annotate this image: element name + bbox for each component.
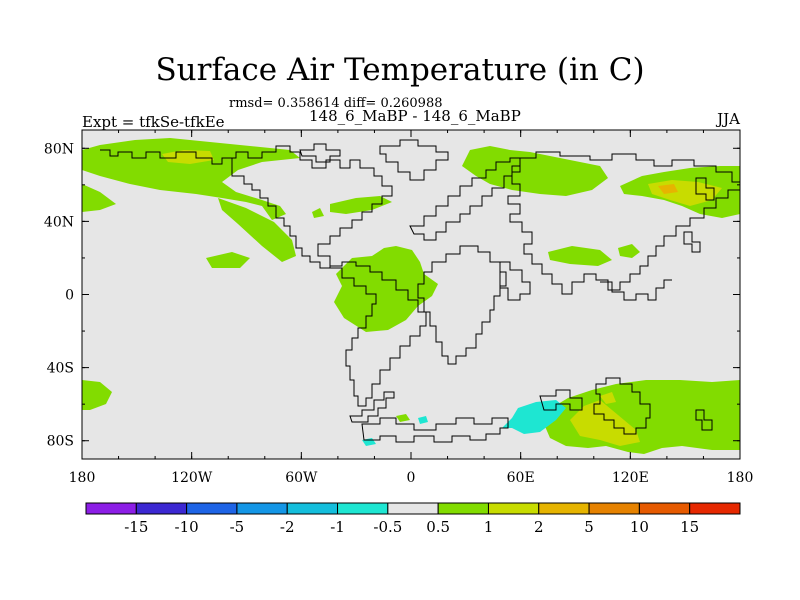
x-tick-label: 180 <box>69 470 96 486</box>
colorbar-label: 0.5 <box>426 518 450 536</box>
experiment-subtitle: 148_6_MaBP - 148_6_MaBP <box>309 107 521 125</box>
coastline-antarctic-peninsula <box>349 391 395 423</box>
y-tick-label: 40S <box>47 361 74 377</box>
coastline-antarctica <box>361 417 509 443</box>
colorbar-label: -10 <box>175 518 199 536</box>
x-tick-label: 60E <box>507 470 535 486</box>
colorbar-swatch <box>85 502 137 515</box>
x-tick-label: 60W <box>285 470 318 486</box>
coastline-australia <box>593 377 651 435</box>
x-tick-label: 120E <box>612 470 649 486</box>
colorbar-swatch <box>186 502 238 515</box>
colorbar-swatch <box>437 502 489 515</box>
colorbar-swatch <box>538 502 590 515</box>
anomaly-region-west-edge <box>82 184 116 212</box>
colorbar-swatch <box>689 502 741 515</box>
map-title: Surface Air Temperature (in C) <box>155 52 645 88</box>
cold-region-antarctic <box>502 400 566 434</box>
colorbar-label: 2 <box>534 518 544 536</box>
colorbar-label: -2 <box>280 518 295 536</box>
coastline-new-zealand <box>695 409 713 431</box>
coastline-arctic-islands <box>299 143 341 163</box>
coastline-southeast-asia <box>600 279 672 301</box>
colorbar-label: -5 <box>230 518 245 536</box>
anomaly-region-pacific-tongue <box>218 198 296 262</box>
colorbar-swatch <box>638 502 691 515</box>
coastline-arabia <box>499 261 531 301</box>
anomaly-region-central-asia <box>548 246 612 266</box>
cold-region-antarctic-patch <box>418 416 428 424</box>
anomaly-region-antarctic-patch <box>396 414 410 422</box>
coastline-asia <box>507 151 740 295</box>
coastline-south-america <box>330 261 427 407</box>
y-tick-label: 0 <box>65 288 74 304</box>
anomaly-region-north-atlantic <box>330 196 392 214</box>
season-label: JJA <box>717 110 740 128</box>
anomaly-region-east-pacific-patch <box>206 252 250 268</box>
colorbar-swatch <box>286 502 339 515</box>
y-tick-label: 40N <box>44 214 74 230</box>
x-axis: 180 120W 60W 0 60E 120E 180 <box>69 130 754 486</box>
x-tick-label: 180 <box>727 470 754 486</box>
anomaly-region-southern-ocean-small <box>600 392 616 404</box>
colorbar-label: -1 <box>330 518 345 536</box>
coastline-kamchatka <box>695 177 715 201</box>
experiment-label: Expt = tfkSe-tfkEe <box>82 113 225 131</box>
colorbar-swatch <box>387 502 439 515</box>
anomaly-region-west-africa <box>396 266 418 286</box>
anomaly-region-arctic-asia <box>462 146 608 196</box>
colorbar-swatch <box>487 502 540 515</box>
colorbar: -15 -10 -5 -2 -1 -0.5 0.5 1 2 5 10 15 <box>85 502 741 536</box>
anomaly-region-southern-ocean-strong <box>570 400 640 446</box>
anomaly-region-tropical-atlantic <box>334 246 438 332</box>
colorbar-swatch <box>236 502 288 515</box>
colorbar-label: -0.5 <box>373 518 402 536</box>
y-tick-label: 80N <box>44 141 74 157</box>
coastlines <box>100 139 740 443</box>
colorbar-swatch <box>337 502 389 515</box>
anomaly-region-small-atlantic <box>312 208 324 218</box>
coastline-europe <box>409 157 521 241</box>
coastline-japan <box>683 231 701 253</box>
coastline-greenland <box>379 139 449 181</box>
x-tick-label: 120W <box>171 470 213 486</box>
y-tick-label: 80S <box>47 434 74 450</box>
y-axis: 80N 40N 0 40S 80S <box>44 141 740 450</box>
anomaly-region-east-asia-small <box>618 244 640 258</box>
coastline-north-america <box>100 145 393 269</box>
map-plot-area: 180 120W 60W 0 60E 120E 180 80N 40N 0 40S 80S <box>44 129 754 486</box>
rmsd-diff-stats: rmsd= 0.358614 diff= 0.260988 <box>229 96 443 111</box>
colorbar-label: 5 <box>584 518 594 536</box>
colorbar-swatch <box>588 502 640 515</box>
colorbar-label: 10 <box>630 518 649 536</box>
anomaly-region-southern-ocean-west <box>82 380 112 410</box>
coastline-antarctic-east <box>539 389 583 411</box>
colorbar-label: -15 <box>124 518 148 536</box>
x-tick-label: 0 <box>407 470 416 486</box>
anomaly-region-northeast-asia-core <box>658 184 678 194</box>
colorbar-label: 15 <box>680 518 699 536</box>
colorbar-swatch <box>135 502 188 515</box>
anomaly-region-north-pacific-strong <box>162 150 214 164</box>
colorbar-label: 1 <box>484 518 494 536</box>
coastline-africa <box>417 245 507 365</box>
